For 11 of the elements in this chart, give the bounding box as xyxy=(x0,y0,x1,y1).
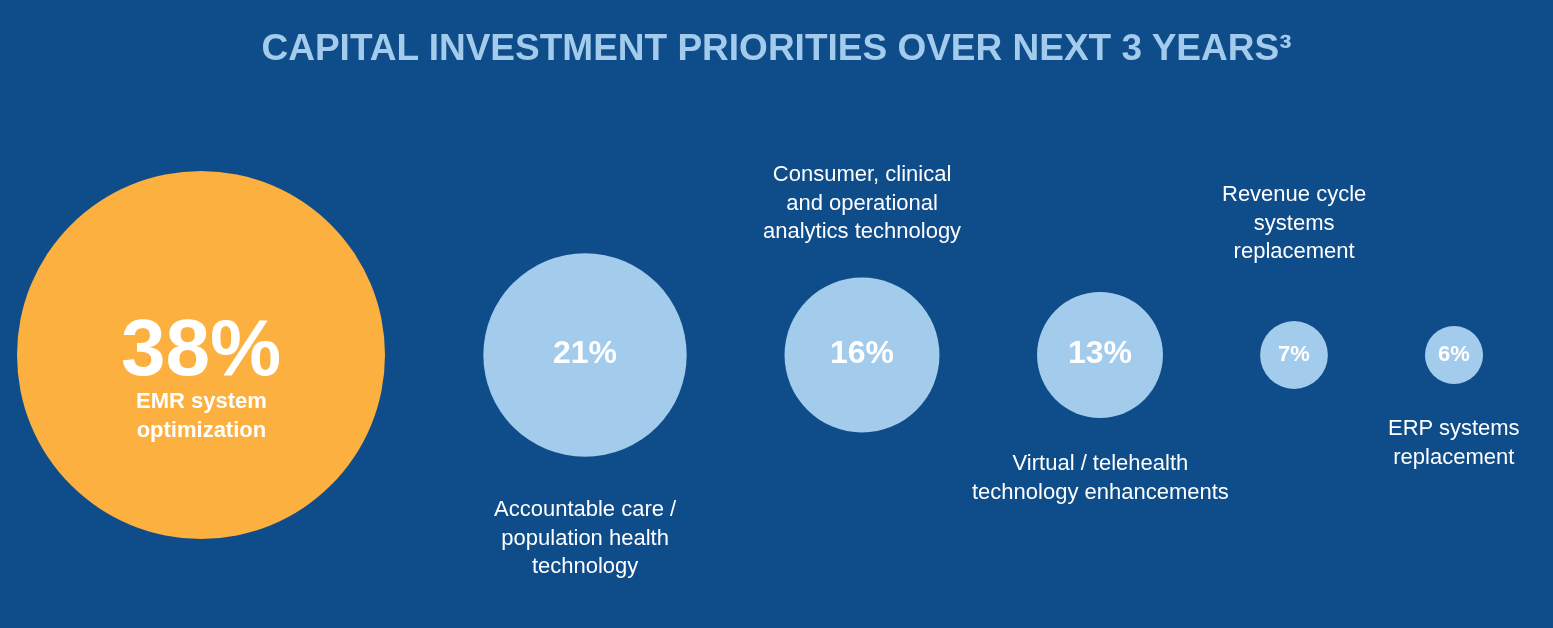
data-label: 7% xyxy=(1278,340,1310,366)
data-label: 6% xyxy=(1438,340,1470,366)
category-label: Consumer, clinical and operational analytics technology xyxy=(763,161,962,244)
data-label: 21% xyxy=(552,334,618,370)
data-label: 13% xyxy=(1067,334,1133,370)
text: CAPITAL INVESTMENT PRIORITIES OVER NEXT 3 YEARS³ xyxy=(261,27,1292,69)
category-label: Virtual / telehealth technology enhancements xyxy=(972,450,1229,504)
data-label: 16% xyxy=(829,334,895,370)
category-label: ERP systems replacement xyxy=(1388,415,1520,469)
category-label: Revenue cycle systems replacement xyxy=(1222,181,1367,264)
category-label: Accountable care / population health technology xyxy=(494,496,678,579)
